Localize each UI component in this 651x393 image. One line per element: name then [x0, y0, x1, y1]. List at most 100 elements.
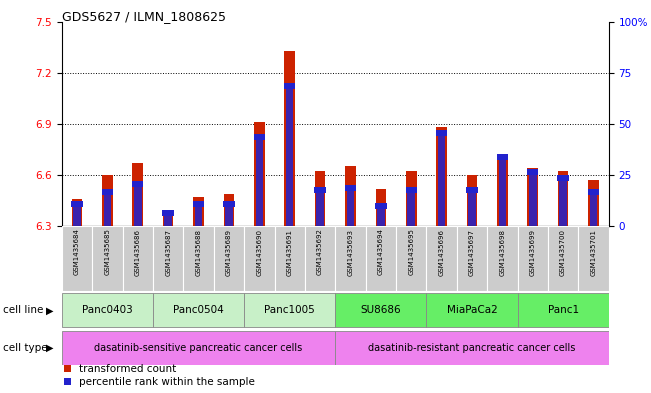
Text: GDS5627 / ILMN_1808625: GDS5627 / ILMN_1808625 — [62, 10, 226, 23]
Bar — [104, 195, 111, 226]
Text: Panc0403: Panc0403 — [82, 305, 133, 316]
Bar — [286, 89, 294, 226]
Bar — [153, 294, 244, 327]
Bar — [529, 175, 536, 226]
Text: ▶: ▶ — [46, 343, 53, 353]
Bar — [102, 189, 113, 195]
Bar — [590, 195, 598, 226]
Bar — [497, 154, 508, 226]
Text: GSM1435701: GSM1435701 — [590, 229, 596, 275]
Bar — [163, 209, 174, 216]
Bar — [315, 171, 326, 226]
Text: GSM1435690: GSM1435690 — [256, 229, 262, 275]
Text: GSM1435692: GSM1435692 — [317, 229, 323, 275]
Text: cell type: cell type — [3, 343, 48, 353]
Bar — [457, 226, 487, 291]
Bar — [548, 226, 578, 291]
Text: GSM1435696: GSM1435696 — [439, 229, 445, 275]
Bar — [184, 226, 214, 291]
Bar — [305, 226, 335, 291]
Text: GSM1435688: GSM1435688 — [195, 229, 202, 275]
Text: GSM1435687: GSM1435687 — [165, 229, 171, 275]
Bar — [223, 202, 234, 208]
Text: GSM1435700: GSM1435700 — [560, 229, 566, 275]
Bar — [559, 181, 567, 226]
Bar — [335, 226, 366, 291]
Bar — [133, 163, 143, 226]
Bar — [527, 168, 538, 226]
Bar — [316, 193, 324, 226]
Bar — [132, 181, 143, 187]
Bar — [499, 160, 506, 226]
Bar — [72, 199, 82, 226]
Text: GSM1435698: GSM1435698 — [499, 229, 505, 275]
Bar — [335, 294, 426, 327]
Bar — [254, 134, 265, 140]
Text: MiaPaCa2: MiaPaCa2 — [447, 305, 497, 316]
Bar — [518, 226, 548, 291]
Bar — [254, 122, 264, 226]
Bar — [406, 187, 417, 193]
Bar — [153, 226, 184, 291]
Text: GSM1435685: GSM1435685 — [104, 229, 111, 275]
Bar — [468, 193, 476, 226]
Bar — [255, 140, 263, 226]
Bar — [193, 202, 204, 208]
Bar — [62, 226, 92, 291]
Bar — [366, 226, 396, 291]
Bar — [466, 187, 478, 193]
Bar — [426, 294, 518, 327]
Bar — [487, 226, 518, 291]
Text: Panc1005: Panc1005 — [264, 305, 315, 316]
Bar — [225, 208, 233, 226]
Text: ▶: ▶ — [46, 305, 53, 316]
Bar — [376, 189, 386, 226]
Bar — [436, 130, 447, 136]
Text: SU8686: SU8686 — [361, 305, 401, 316]
Bar — [164, 216, 172, 226]
Bar — [558, 171, 568, 226]
Text: GSM1435697: GSM1435697 — [469, 229, 475, 275]
Bar — [589, 180, 599, 226]
Text: GSM1435699: GSM1435699 — [530, 229, 536, 275]
Text: GSM1435691: GSM1435691 — [286, 229, 293, 275]
Bar — [497, 154, 508, 160]
Bar — [214, 226, 244, 291]
Bar — [314, 187, 326, 193]
Bar — [195, 208, 202, 226]
Bar — [224, 194, 234, 226]
Bar — [377, 209, 385, 226]
Bar — [134, 187, 142, 226]
Bar — [244, 226, 275, 291]
Bar — [375, 204, 387, 209]
Text: GSM1435693: GSM1435693 — [348, 229, 353, 275]
Text: Panc1: Panc1 — [547, 305, 579, 316]
Bar — [408, 193, 415, 226]
Text: GSM1435695: GSM1435695 — [408, 229, 414, 275]
Text: dasatinib-resistant pancreatic cancer cells: dasatinib-resistant pancreatic cancer ce… — [368, 343, 575, 353]
Bar — [426, 226, 457, 291]
Bar — [467, 175, 477, 226]
Bar — [102, 175, 113, 226]
Bar — [557, 175, 569, 181]
Bar — [436, 127, 447, 226]
Text: Panc0504: Panc0504 — [173, 305, 224, 316]
Bar — [335, 331, 609, 365]
Legend: transformed count, percentile rank within the sample: transformed count, percentile rank withi… — [64, 364, 255, 387]
Bar — [406, 171, 417, 226]
Bar — [92, 226, 122, 291]
Text: cell line: cell line — [3, 305, 44, 316]
Text: GSM1435686: GSM1435686 — [135, 229, 141, 275]
Bar — [284, 51, 295, 226]
Bar — [275, 226, 305, 291]
Bar — [244, 294, 335, 327]
Bar — [396, 226, 426, 291]
Bar — [62, 294, 153, 327]
Bar — [62, 331, 335, 365]
Bar — [122, 226, 153, 291]
Text: dasatinib-sensitive pancreatic cancer cells: dasatinib-sensitive pancreatic cancer ce… — [94, 343, 303, 353]
Bar — [193, 197, 204, 226]
Bar — [347, 191, 354, 226]
Bar — [527, 169, 538, 175]
Bar — [284, 83, 296, 89]
